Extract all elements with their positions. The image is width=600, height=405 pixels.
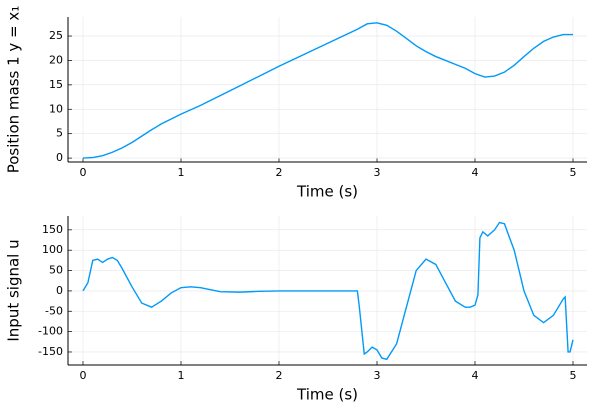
y-tick-label: 100 xyxy=(42,243,63,256)
line-series xyxy=(82,221,574,361)
y-tick-label: 150 xyxy=(42,223,63,236)
x-tick-label: 5 xyxy=(569,166,576,179)
x-tick-label: 1 xyxy=(177,166,184,179)
x-tick-label: 4 xyxy=(471,369,478,382)
y-tick-label: 25 xyxy=(49,29,63,42)
y-axis-label: Input signal u xyxy=(5,239,23,341)
line-series xyxy=(82,22,573,159)
y-axis-label: Position mass 1 y = x₁ xyxy=(5,6,23,174)
y-tick-label: 0 xyxy=(56,151,63,164)
y-tick-label: 20 xyxy=(49,53,63,66)
x-tick-label: 2 xyxy=(275,166,282,179)
x-axis-label: Time (s) xyxy=(296,386,358,404)
x-tick-label: 1 xyxy=(177,369,184,382)
x-tick-label: 2 xyxy=(275,369,282,382)
y-tick-label: -50 xyxy=(45,304,63,317)
x-tick-label: 3 xyxy=(373,369,380,382)
y-tick-label: 5 xyxy=(56,127,63,140)
y-tick-label: 10 xyxy=(49,102,63,115)
x-tick-label: 5 xyxy=(569,369,576,382)
y-tick-label: 0 xyxy=(56,284,63,297)
x-tick-label: 0 xyxy=(79,369,86,382)
y-tick-label: 50 xyxy=(49,264,63,277)
x-tick-label: 0 xyxy=(79,166,86,179)
x-tick-label: 4 xyxy=(471,166,478,179)
y-tick-label: -100 xyxy=(38,325,63,338)
y-tick-label: -150 xyxy=(38,345,63,358)
x-tick-label: 3 xyxy=(373,166,380,179)
y-tick-label: 15 xyxy=(49,78,63,91)
x-axis-label: Time (s) xyxy=(296,183,358,201)
